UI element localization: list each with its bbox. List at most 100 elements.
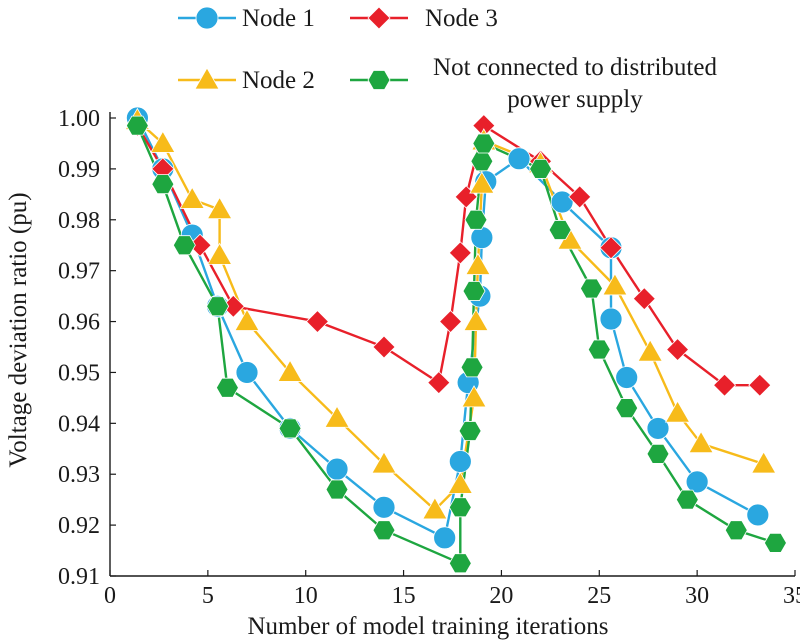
data-point	[469, 171, 495, 194]
data-point	[548, 220, 572, 240]
data-point	[529, 158, 553, 179]
legend-item: Node 2	[178, 67, 315, 94]
data-point	[325, 479, 349, 500]
data-point	[750, 451, 777, 474]
data-point	[688, 430, 714, 454]
data-point	[462, 281, 486, 301]
legend: Node 1 Node 3 Node 2 Not connected to distr…	[178, 5, 717, 113]
data-point	[372, 495, 396, 519]
data-point	[615, 366, 639, 389]
data-point	[324, 405, 350, 428]
data-point	[550, 190, 574, 214]
x-tick-label: 10	[294, 583, 318, 609]
y-tick-label: 0.92	[58, 513, 100, 539]
data-point	[215, 377, 239, 398]
x-tick-label: 5	[202, 583, 214, 609]
data-point	[602, 273, 628, 296]
x-tick-label: 35	[783, 583, 800, 609]
legend-label: Node 1	[242, 5, 315, 32]
data-point	[151, 174, 175, 195]
x-tick-label: 30	[685, 583, 709, 609]
data-point	[438, 309, 463, 334]
data-point	[278, 418, 302, 439]
y-tick-label: 1.00	[58, 106, 100, 132]
data-point	[125, 115, 149, 136]
data-point	[206, 296, 230, 317]
legend-label: Node 2	[242, 67, 315, 94]
series-1-markers	[125, 106, 770, 550]
data-point	[646, 417, 670, 440]
data-point	[206, 242, 233, 265]
data-point	[172, 235, 196, 256]
data-point	[433, 526, 457, 550]
data-point	[461, 385, 487, 408]
legend-marker	[194, 67, 220, 90]
data-point	[666, 337, 690, 362]
data-point	[599, 236, 623, 260]
y-axis-title: Voltage deviation ratio (pu)	[5, 192, 32, 467]
series-layer	[124, 106, 787, 574]
data-point	[746, 503, 770, 527]
data-point	[448, 497, 472, 518]
data-point	[448, 553, 472, 574]
data-point	[463, 308, 489, 331]
data-point	[646, 443, 670, 464]
data-point	[579, 278, 603, 299]
data-point	[234, 308, 260, 331]
data-point	[372, 335, 396, 359]
legend-item: Node 1	[178, 5, 315, 32]
data-point	[460, 357, 484, 378]
data-point	[277, 359, 303, 382]
y-tick-label: 0.96	[58, 310, 100, 336]
data-point	[448, 450, 472, 473]
data-point	[587, 339, 611, 360]
data-point	[372, 520, 396, 541]
series-1	[136, 117, 759, 539]
data-point	[422, 497, 448, 520]
plot-area: 0.91 0.92 0.93 0.94 0.95 0.96 0.97 0.98 0.99 1.00…	[58, 106, 800, 609]
x-tick-label: 0	[104, 583, 116, 609]
y-tick-label: 0.91	[58, 564, 100, 590]
data-point	[615, 398, 639, 418]
y-tick-label: 0.95	[58, 360, 100, 386]
x-tick-label: 20	[489, 583, 513, 609]
series-line	[136, 124, 760, 387]
data-point	[464, 209, 488, 230]
series-line	[136, 117, 759, 539]
x-axis-title: Number of model training iterations	[247, 613, 608, 640]
data-point	[325, 457, 349, 481]
data-point	[748, 373, 772, 397]
data-point	[150, 130, 176, 153]
data-point	[675, 489, 699, 510]
data-point	[470, 226, 494, 249]
data-point	[724, 520, 748, 541]
data-point	[448, 241, 472, 265]
y-tick-label: 0.99	[58, 157, 100, 183]
data-point	[507, 147, 531, 171]
series-2	[136, 124, 760, 387]
data-point	[664, 400, 691, 423]
data-point	[206, 196, 233, 220]
legend-marker	[195, 6, 219, 30]
data-point	[685, 470, 709, 494]
data-point	[763, 533, 787, 553]
data-point	[712, 373, 737, 397]
data-point	[458, 421, 482, 441]
axes: 0.91 0.92 0.93 0.94 0.95 0.96 0.97 0.98 0.99 1.00…	[58, 106, 800, 609]
legend-label: Node 3	[425, 5, 498, 32]
data-point	[179, 186, 205, 209]
y-tick-label: 0.94	[58, 411, 100, 437]
data-point	[427, 371, 451, 395]
x-tick-label: 25	[587, 583, 611, 609]
data-point	[447, 471, 474, 494]
data-point	[472, 133, 496, 154]
y-tick-label: 0.97	[58, 259, 100, 285]
data-point	[465, 252, 491, 275]
legend-label: power supply	[507, 86, 643, 113]
series-4-markers	[125, 115, 787, 574]
legend-item: Node 3	[350, 5, 498, 32]
y-tick-label: 0.98	[58, 208, 100, 234]
data-point	[371, 451, 397, 474]
y-tick-label: 0.93	[58, 462, 100, 488]
